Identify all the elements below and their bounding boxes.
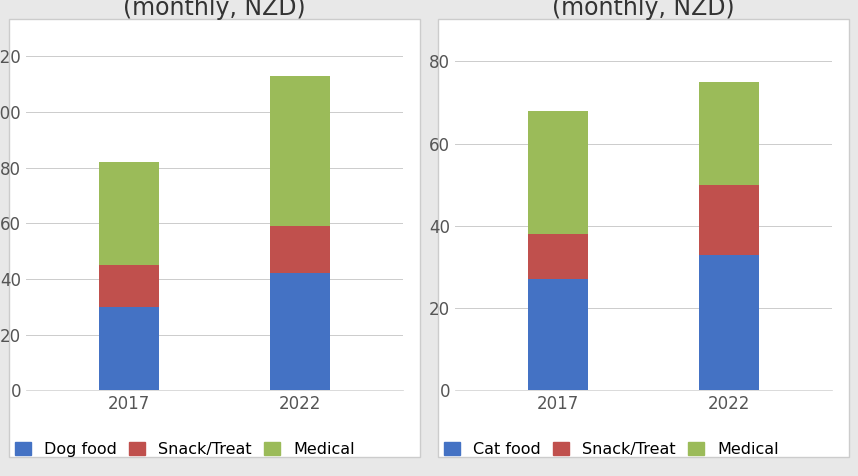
Bar xyxy=(99,307,159,390)
Bar xyxy=(99,162,159,265)
Title: Dog: Top 3 Expenses
(monthly, NZD): Dog: Top 3 Expenses (monthly, NZD) xyxy=(92,0,337,20)
Bar xyxy=(528,279,588,390)
Legend: Dog food, Snack/Treat, Medical: Dog food, Snack/Treat, Medical xyxy=(15,442,354,457)
Bar xyxy=(270,273,330,390)
Bar xyxy=(270,76,330,226)
Bar xyxy=(99,265,159,307)
Title: Cat: Top 3 Expenses
(monthly, NZD): Cat: Top 3 Expenses (monthly, NZD) xyxy=(524,0,763,20)
Bar xyxy=(270,226,330,273)
Bar xyxy=(699,82,759,185)
Bar xyxy=(699,185,759,255)
Bar xyxy=(699,255,759,390)
Bar xyxy=(528,111,588,234)
Bar xyxy=(528,234,588,279)
Legend: Cat food, Snack/Treat, Medical: Cat food, Snack/Treat, Medical xyxy=(444,442,779,457)
